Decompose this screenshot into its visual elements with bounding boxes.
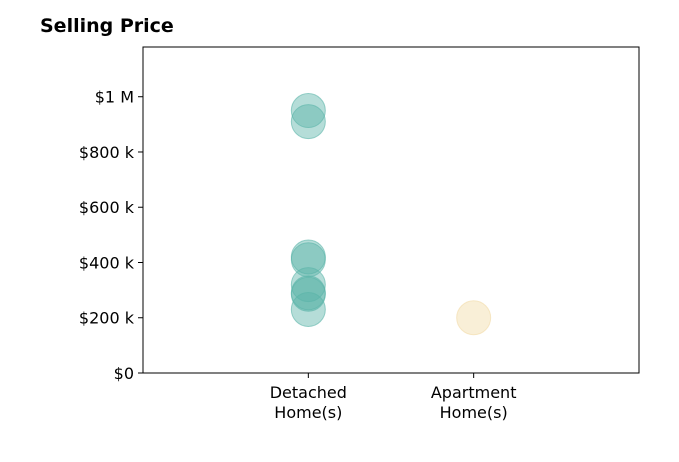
data-point [456, 300, 492, 336]
chart-title: Selling Price [40, 15, 174, 37]
data-point [290, 291, 326, 327]
x-tick-label: Detached Home(s) [270, 383, 347, 422]
data-point [290, 242, 326, 278]
data-point [290, 276, 326, 312]
x-axis: Detached Home(s) Apartment Home(s) [270, 373, 517, 422]
y-tick-label: $0 [114, 364, 134, 383]
y-tick-label: $1 M [95, 88, 134, 107]
y-axis: $0 $200 k $400 k $600 k $800 k $1 M [79, 88, 143, 383]
y-tick-label: $400 k [79, 253, 135, 272]
data-points [290, 93, 492, 336]
plot-frame [142, 46, 640, 374]
x-tick-label: Apartment Home(s) [431, 383, 517, 422]
data-point [290, 104, 326, 140]
data-point [290, 93, 326, 129]
data-point [290, 267, 326, 303]
y-tick-label: $600 k [79, 198, 135, 217]
y-tick-label: $200 k [79, 309, 135, 328]
y-tick-label: $800 k [79, 143, 135, 162]
